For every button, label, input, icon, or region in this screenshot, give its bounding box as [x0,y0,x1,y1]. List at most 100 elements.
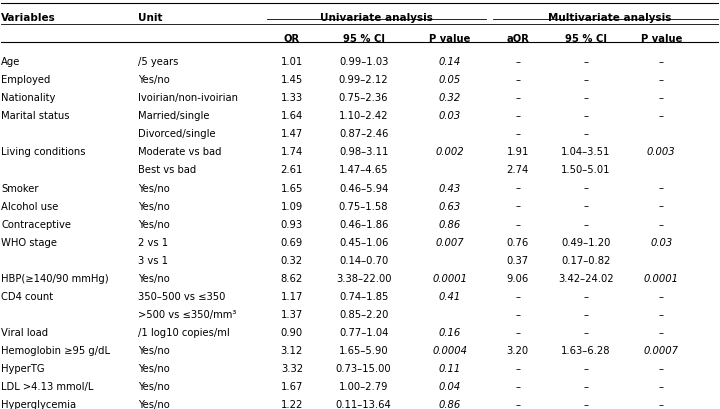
Text: Yes/no: Yes/no [138,202,169,211]
Text: WHO stage: WHO stage [1,238,58,248]
Text: LDL >4.13 mmol/L: LDL >4.13 mmol/L [1,382,94,392]
Text: Hyperglycemia: Hyperglycemia [1,400,76,409]
Text: 2.61: 2.61 [281,166,303,175]
Text: 0.99–2.12: 0.99–2.12 [339,75,388,85]
Text: aOR: aOR [506,34,529,44]
Text: 1.74: 1.74 [281,147,303,157]
Text: –: – [659,400,664,409]
Text: Marital status: Marital status [1,111,70,121]
Text: –: – [659,75,664,85]
Text: Contraceptive: Contraceptive [1,220,71,229]
Text: 0.77–1.04: 0.77–1.04 [339,328,388,338]
Text: HBP(≥140/90 mmHg): HBP(≥140/90 mmHg) [1,274,109,284]
Text: Age: Age [1,57,21,67]
Text: 0.69: 0.69 [281,238,303,248]
Text: 0.75–2.36: 0.75–2.36 [339,93,388,103]
Text: 0.003: 0.003 [647,147,675,157]
Text: –: – [583,184,588,193]
Text: –: – [516,93,521,103]
Text: –: – [516,75,521,85]
Text: 0.45–1.06: 0.45–1.06 [339,238,388,248]
Text: 0.87–2.46: 0.87–2.46 [339,129,388,139]
Text: Divorced/single: Divorced/single [138,129,215,139]
Text: 0.99–1.03: 0.99–1.03 [339,57,388,67]
Text: Moderate vs bad: Moderate vs bad [138,147,221,157]
Text: –: – [516,129,521,139]
Text: 1.91: 1.91 [507,147,529,157]
Text: 0.46–5.94: 0.46–5.94 [339,184,388,193]
Text: OR: OR [284,34,300,44]
Text: –: – [516,292,521,302]
Text: Best vs bad: Best vs bad [138,166,196,175]
Text: Yes/no: Yes/no [138,220,169,229]
Text: –: – [516,111,521,121]
Text: 0.0004: 0.0004 [432,346,467,356]
Text: 3.42–24.02: 3.42–24.02 [558,274,613,284]
Text: 0.11: 0.11 [438,364,461,374]
Text: –: – [583,328,588,338]
Text: 0.73–15.00: 0.73–15.00 [336,364,392,374]
Text: 1.22: 1.22 [281,400,303,409]
Text: –: – [659,382,664,392]
Text: Yes/no: Yes/no [138,400,169,409]
Text: 0.11–13.64: 0.11–13.64 [336,400,392,409]
Text: HyperTG: HyperTG [1,364,45,374]
Text: 3.32: 3.32 [281,364,303,374]
Text: Yes/no: Yes/no [138,274,169,284]
Text: 1.67: 1.67 [281,382,303,392]
Text: 0.63: 0.63 [438,202,461,211]
Text: Viral load: Viral load [1,328,48,338]
Text: 0.46–1.86: 0.46–1.86 [339,220,388,229]
Text: –: – [583,93,588,103]
Text: 0.86: 0.86 [438,220,461,229]
Text: 0.41: 0.41 [438,292,461,302]
Text: 1.04–3.51: 1.04–3.51 [561,147,611,157]
Text: Smoker: Smoker [1,184,39,193]
Text: 1.65: 1.65 [281,184,303,193]
Text: 0.98–3.11: 0.98–3.11 [339,147,388,157]
Text: 95 % CI: 95 % CI [565,34,607,44]
Text: 0.0001: 0.0001 [644,274,679,284]
Text: 0.007: 0.007 [436,238,464,248]
Text: –: – [659,202,664,211]
Text: 0.32: 0.32 [281,256,303,266]
Text: 0.93: 0.93 [281,220,303,229]
Text: 0.49–1.20: 0.49–1.20 [561,238,611,248]
Text: 350–500 vs ≤350: 350–500 vs ≤350 [138,292,225,302]
Text: 1.50–5.01: 1.50–5.01 [561,166,611,175]
Text: –: – [659,292,664,302]
Text: 0.14–0.70: 0.14–0.70 [339,256,388,266]
Text: 0.85–2.20: 0.85–2.20 [339,310,388,320]
Text: 8.62: 8.62 [281,274,303,284]
Text: –: – [516,57,521,67]
Text: 0.16: 0.16 [438,328,461,338]
Text: –: – [516,220,521,229]
Text: 1.37: 1.37 [281,310,303,320]
Text: CD4 count: CD4 count [1,292,53,302]
Text: –: – [659,364,664,374]
Text: 3.12: 3.12 [281,346,303,356]
Text: 1.01: 1.01 [281,57,303,67]
Text: –: – [659,93,664,103]
Text: –: – [583,129,588,139]
Text: /5 years: /5 years [138,57,178,67]
Text: –: – [583,220,588,229]
Text: P value: P value [641,34,682,44]
Text: 1.33: 1.33 [281,93,303,103]
Text: –: – [583,292,588,302]
Text: 0.17–0.82: 0.17–0.82 [561,256,611,266]
Text: –: – [583,57,588,67]
Text: –: – [659,328,664,338]
Text: 9.06: 9.06 [507,274,529,284]
Text: 1.09: 1.09 [281,202,303,211]
Text: –: – [583,400,588,409]
Text: Living conditions: Living conditions [1,147,86,157]
Text: 95 % CI: 95 % CI [343,34,384,44]
Text: 2.74: 2.74 [507,166,529,175]
Text: 1.10–2.42: 1.10–2.42 [339,111,388,121]
Text: –: – [516,364,521,374]
Text: /1 log10 copies/ml: /1 log10 copies/ml [138,328,230,338]
Text: 0.04: 0.04 [438,382,461,392]
Text: Yes/no: Yes/no [138,184,169,193]
Text: 0.14: 0.14 [438,57,461,67]
